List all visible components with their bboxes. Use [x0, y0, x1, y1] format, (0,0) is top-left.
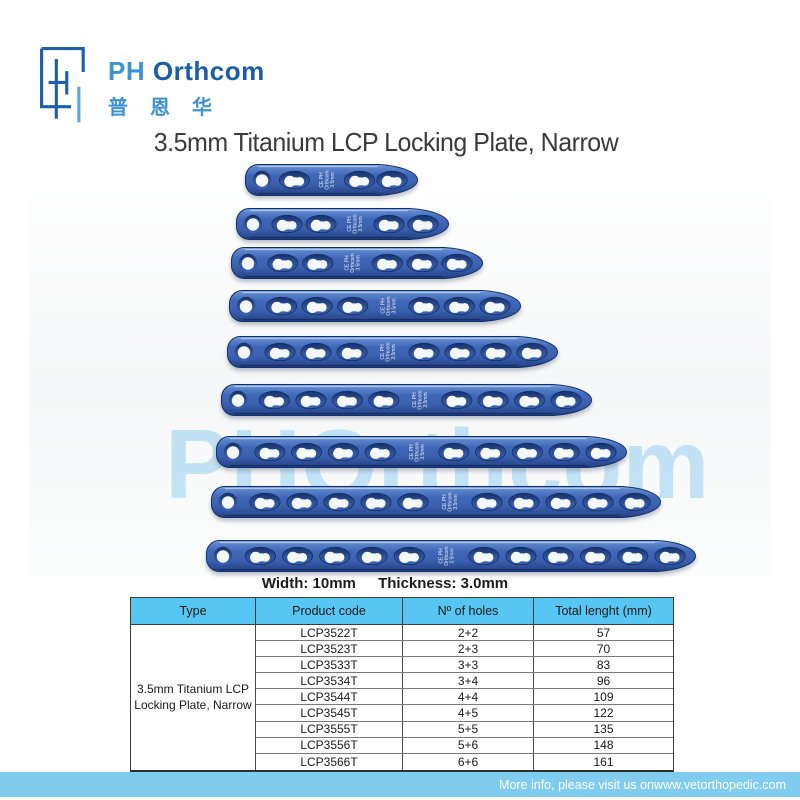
table-cell: 161: [593, 754, 614, 769]
spec-table: Type Product code Nº of holes Total leng…: [130, 597, 674, 772]
table-cell: 57: [596, 625, 611, 640]
table-cell: 5+6: [403, 737, 534, 753]
table-row: LCP3534T 3+4 96: [256, 673, 673, 690]
svg-text:CE PH: CE PH: [439, 548, 445, 564]
svg-text:Orthcom: Orthcom: [418, 390, 424, 409]
table-row: LCP3544T 4+4 109: [256, 689, 673, 706]
table-cell: 83: [596, 657, 611, 672]
header-total-length: Total lenght (mm): [555, 604, 652, 618]
svg-text:3.5mm: 3.5mm: [391, 298, 397, 313]
brand-chinese: 普恩华: [108, 97, 234, 119]
type-line1: 3.5mm Titanium LCP: [136, 682, 250, 697]
plate-image: CE PH Orthcom 3.5mm: [236, 208, 450, 240]
table-cell: LCP3555T: [256, 721, 403, 737]
table-cell: 109: [593, 689, 614, 704]
table-cell: LCP3523T: [256, 641, 403, 657]
header-type: Type: [131, 598, 256, 624]
table-cell: 122: [593, 706, 614, 721]
svg-text:CE PH: CE PH: [319, 172, 325, 188]
svg-text:CE PH: CE PH: [409, 444, 415, 460]
brand-orthcom: Orthcom: [152, 56, 265, 86]
table-cell: 70: [596, 641, 611, 656]
svg-text:Orthcom: Orthcom: [386, 296, 392, 315]
brand-logo: PH Orthcom 普恩华: [36, 46, 265, 124]
table-row: LCP3555T 5+5 135: [256, 721, 673, 738]
table-cell: 3+4: [403, 673, 534, 689]
table-cell: 4+5: [403, 705, 534, 721]
svg-text:Orthcom: Orthcom: [444, 546, 450, 565]
table-cell: LCP3544T: [256, 689, 403, 705]
table-cell: LCP3556T: [256, 737, 403, 753]
table-rows: LCP3522T 2+2 57 LCP3523T 2+3 70 LCP3533T 3+3 83 L…: [256, 625, 673, 770]
footer-text: More info, please visit us on: [499, 777, 654, 792]
table-cell: 148: [593, 738, 614, 753]
dimensions-line: Width: 10mm Thickness: 3.0mm: [0, 575, 770, 592]
plate-image: CE PH Orthcom 3.5mm: [245, 164, 419, 196]
type-line2: Locking Plate, Narrow: [134, 698, 252, 713]
svg-text:CE PH: CE PH: [380, 298, 386, 314]
table-row: LCP3545T 4+5 122: [256, 705, 673, 722]
svg-text:3.5mm: 3.5mm: [330, 172, 336, 187]
table-cell: 3+3: [403, 657, 534, 673]
plate-image: CE PH Orthcom 3.5mm: [229, 290, 522, 322]
plate-image: CE PH Orthcom 3.5mm: [231, 247, 484, 279]
table-cell: 135: [593, 722, 614, 737]
svg-text:CE PH: CE PH: [380, 344, 386, 360]
svg-text:3.5mm: 3.5mm: [391, 344, 397, 359]
table-cell: 96: [596, 673, 611, 688]
svg-text:CE PH: CE PH: [347, 216, 353, 232]
svg-text:CE PH: CE PH: [345, 255, 351, 271]
footer-link[interactable]: www.vetorthopedic.com: [653, 777, 786, 792]
table-row: LCP3566T 6+6 161: [256, 753, 673, 770]
plate-image: CE PH Orthcom 3.5mm: [221, 384, 593, 416]
svg-text:Orthcom: Orthcom: [415, 442, 421, 461]
table-row: LCP3523T 2+3 70: [256, 641, 673, 658]
plate-image: CE PH Orthcom 3.5mm: [206, 540, 697, 572]
header-holes: Nº of holes: [403, 598, 534, 624]
table-cell: LCP3566T: [256, 753, 403, 770]
brand-ph: PH: [108, 56, 146, 86]
brand-text: PH Orthcom 普恩华: [108, 46, 265, 120]
svg-text:Orthcom: Orthcom: [350, 253, 356, 272]
table-cell: LCP3534T: [256, 673, 403, 689]
thickness-label: Thickness: 3.0mm: [378, 575, 509, 592]
svg-text:CE PH: CE PH: [442, 494, 448, 510]
table-cell: 2+2: [403, 625, 534, 641]
plate-image: CE PH Orthcom 3.5mm: [216, 436, 628, 468]
svg-text:Orthcom: Orthcom: [325, 170, 331, 189]
plate-image: CE PH Orthcom 3.5mm: [211, 486, 662, 518]
table-cell: LCP3533T: [256, 657, 403, 673]
table-cell: 5+5: [403, 721, 534, 737]
plate-image: CE PH Orthcom 3.5mm: [227, 336, 559, 368]
svg-text:Orthcom: Orthcom: [353, 214, 359, 233]
svg-text:3.5mm: 3.5mm: [356, 255, 362, 270]
table-header-row: Type Product code Nº of holes Total leng…: [131, 598, 673, 625]
table-cell: 6+6: [403, 753, 534, 770]
type-merged-cell: 3.5mm Titanium LCP Locking Plate, Narrow: [131, 625, 256, 770]
ph-monogram-icon: [40, 47, 85, 123]
svg-text:Orthcom: Orthcom: [448, 492, 454, 511]
svg-text:3.5mm: 3.5mm: [358, 216, 364, 231]
width-label: Width: 10mm: [261, 575, 356, 592]
table-cell: LCP3522T: [256, 625, 403, 641]
table-cell: 2+3: [403, 641, 534, 657]
table-row: LCP3522T 2+2 57: [256, 625, 673, 642]
table-body: 3.5mm Titanium LCP Locking Plate, Narrow…: [131, 625, 673, 770]
svg-text:3.5mm: 3.5mm: [420, 444, 426, 459]
footer-bar: More info, please visit us on www.vetort…: [0, 772, 800, 797]
page-title: 3.5mm Titanium LCP Locking Plate, Narrow: [153, 127, 619, 157]
brand-name: PH Orthcom: [108, 56, 265, 87]
svg-text:3.5mm: 3.5mm: [453, 494, 459, 509]
table-cell: 4+4: [403, 689, 534, 705]
svg-text:3.5mm: 3.5mm: [450, 548, 456, 563]
table-cell: LCP3545T: [256, 705, 403, 721]
header-product-code: Product code: [256, 598, 403, 624]
table-row: LCP3533T 3+3 83: [256, 657, 673, 674]
table-row: LCP3556T 5+6 148: [256, 737, 673, 754]
svg-text:CE PH: CE PH: [412, 392, 418, 408]
svg-text:Orthcom: Orthcom: [386, 342, 392, 361]
svg-text:3.5mm: 3.5mm: [423, 392, 429, 407]
